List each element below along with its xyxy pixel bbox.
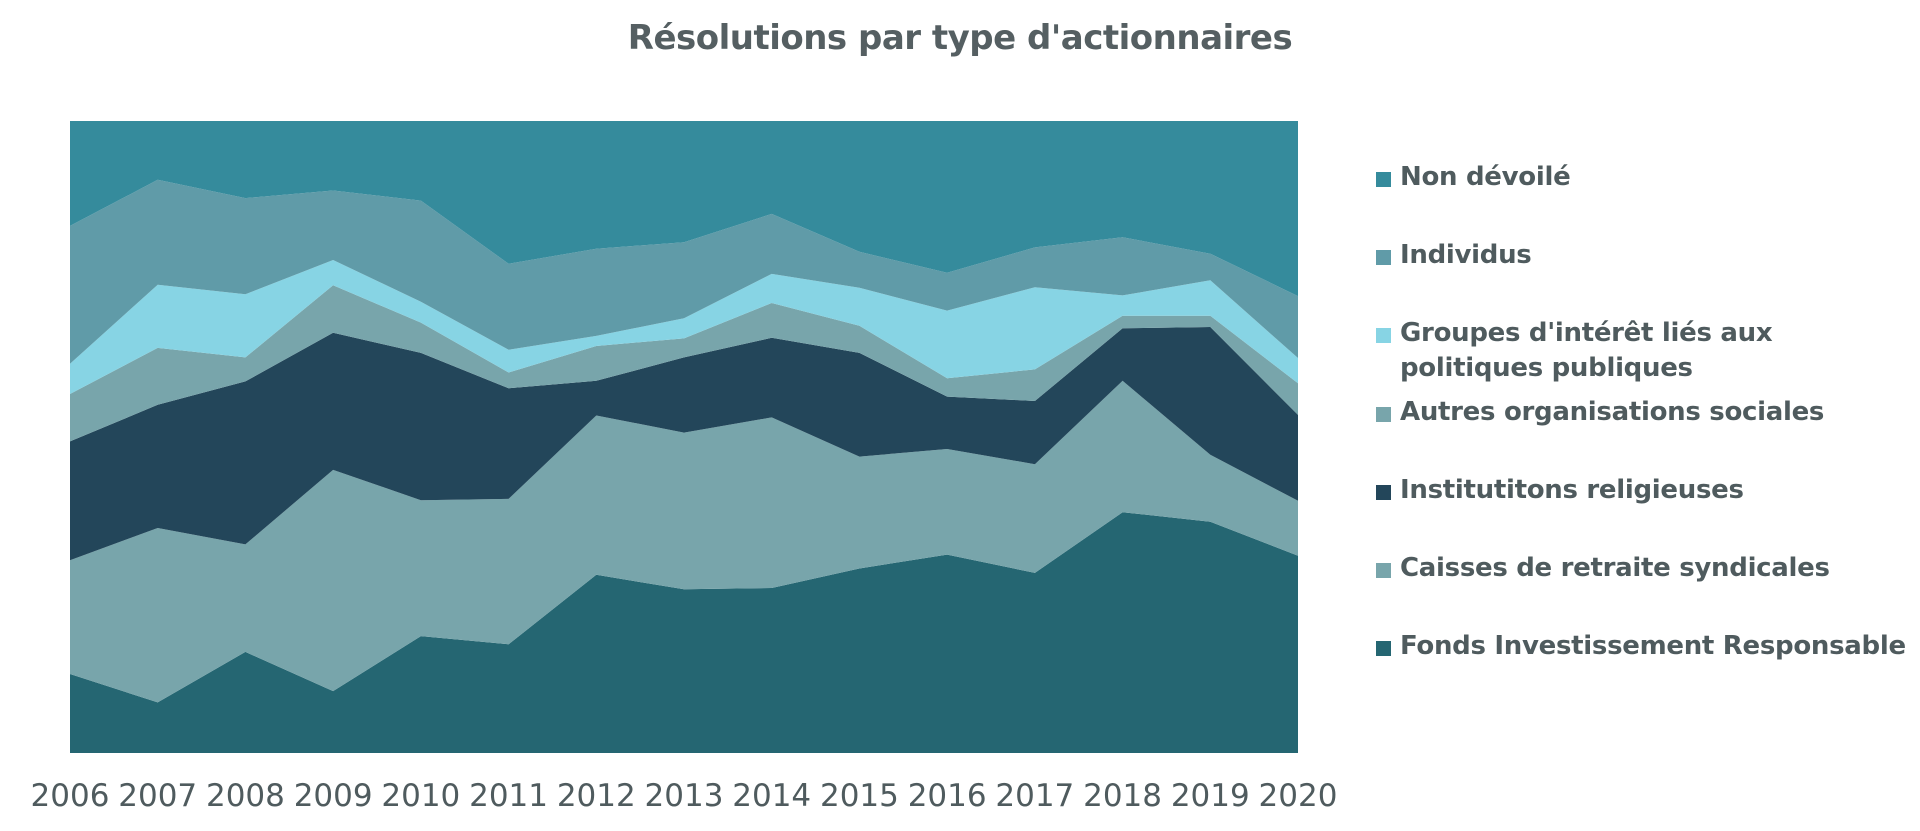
legend-swatch xyxy=(1376,563,1391,578)
area-series-3 xyxy=(70,285,1298,442)
x-tick-label: 2016 xyxy=(908,778,987,814)
legend-item: Caisses de retraite syndicales xyxy=(1376,551,1916,586)
x-tick-label: 2010 xyxy=(381,778,460,814)
x-tick-label: 2019 xyxy=(1171,778,1250,814)
chart-title: Résolutions par type d'actionnaires xyxy=(627,18,1293,58)
x-axis-ticks: 2006 2007 2008 2009 2010 2011 2012 2013 2014 2015… xyxy=(31,778,1338,814)
legend-label: Autres organisations sociales xyxy=(1400,397,1825,427)
legend-item: Institutitons religieuses xyxy=(1376,473,1916,508)
legend-item: Non dévoilé xyxy=(1376,160,1916,195)
legend-item: Individus xyxy=(1376,238,1916,273)
area-series-4 xyxy=(70,260,1298,394)
legend-label: Non dévoilé xyxy=(1400,162,1571,192)
x-tick-label: 2012 xyxy=(557,778,636,814)
area-series-1 xyxy=(70,380,1298,703)
x-tick-label: 2015 xyxy=(820,778,899,814)
legend-swatch xyxy=(1376,641,1391,656)
x-tick-label: 2009 xyxy=(294,778,373,814)
x-tick-label: 2017 xyxy=(995,778,1074,814)
area-layers xyxy=(70,121,1298,753)
area-series-6 xyxy=(70,121,1298,297)
x-tick-label: 2018 xyxy=(1083,778,1162,814)
area-series-2 xyxy=(70,327,1298,561)
x-tick-label: 2020 xyxy=(1259,778,1338,814)
legend-label: Institutitons religieuses xyxy=(1400,475,1744,505)
x-tick-label: 2008 xyxy=(206,778,285,814)
legend-swatch xyxy=(1376,172,1391,187)
x-tick-label: 2007 xyxy=(118,778,197,814)
x-tick-label: 2011 xyxy=(469,778,548,814)
legend-swatch xyxy=(1376,407,1391,422)
legend-label: Caisses de retraite syndicales xyxy=(1400,553,1830,583)
legend-item: Fonds Investissement Responsable xyxy=(1376,629,1916,664)
x-tick-label: 2014 xyxy=(732,778,811,814)
x-tick-label: 2006 xyxy=(31,778,110,814)
legend-swatch xyxy=(1376,250,1391,265)
legend-label: Groupes d'intérêt liés aux politiques pu… xyxy=(1400,318,1773,383)
x-tick-label: 2013 xyxy=(645,778,724,814)
legend-swatch xyxy=(1376,328,1391,343)
legend-item: Autres organisations sociales xyxy=(1376,395,1916,430)
area-series-5 xyxy=(70,179,1298,364)
area-series-0 xyxy=(70,512,1298,753)
legend-label: Fonds Investissement Responsable xyxy=(1400,631,1906,661)
legend-item: Groupes d'intérêt liés aux politiques pu… xyxy=(1376,316,1916,386)
legend-swatch xyxy=(1376,485,1391,500)
legend-label: Individus xyxy=(1400,240,1532,270)
